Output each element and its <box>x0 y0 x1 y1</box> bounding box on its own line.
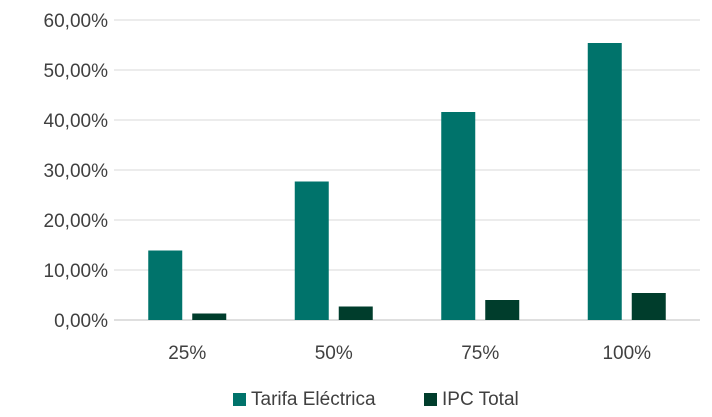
x-tick-label: 75% <box>461 343 499 364</box>
bar-tarifa-electrica-100pct <box>587 43 622 320</box>
bars <box>148 43 666 320</box>
bar-ipc-total-25pct <box>192 313 227 320</box>
bar-ipc-total-100pct <box>631 293 666 320</box>
y-tick-label: 30,00% <box>44 161 109 182</box>
legend-swatch-ipc-total <box>424 393 437 406</box>
y-tick-label: 50,00% <box>44 61 109 82</box>
legend-label-ipc-total: IPC Total <box>442 389 519 410</box>
x-tick-label: 100% <box>602 343 651 364</box>
x-tick-label: 50% <box>315 343 353 364</box>
legend-label-tarifa-electrica: Tarifa Eléctrica <box>251 389 376 410</box>
y-tick-label: 0,00% <box>54 311 108 332</box>
legend-swatch-tarifa-electrica <box>233 393 246 406</box>
y-tick-label: 10,00% <box>44 261 109 282</box>
bar-ipc-total-50pct <box>338 306 373 320</box>
gridlines <box>114 19 700 321</box>
y-axis-tick-labels: 0,00% 10,00% 20,00% 30,00% 40,00% 50,00% 60,00… <box>44 11 109 332</box>
x-tick-label: 25% <box>168 343 206 364</box>
x-axis-tick-labels: 25% 50% 75% 100% <box>168 343 651 364</box>
bar-ipc-total-75pct <box>485 300 520 320</box>
legend: Tarifa Eléctrica IPC Total <box>233 389 519 410</box>
bar-tarifa-electrica-75pct <box>441 112 476 320</box>
y-tick-label: 20,00% <box>44 211 109 232</box>
y-tick-label: 40,00% <box>44 111 109 132</box>
bar-tarifa-electrica-50pct <box>294 181 329 320</box>
y-tick-label: 60,00% <box>44 11 109 32</box>
bar-tarifa-electrica-25pct <box>148 250 183 320</box>
